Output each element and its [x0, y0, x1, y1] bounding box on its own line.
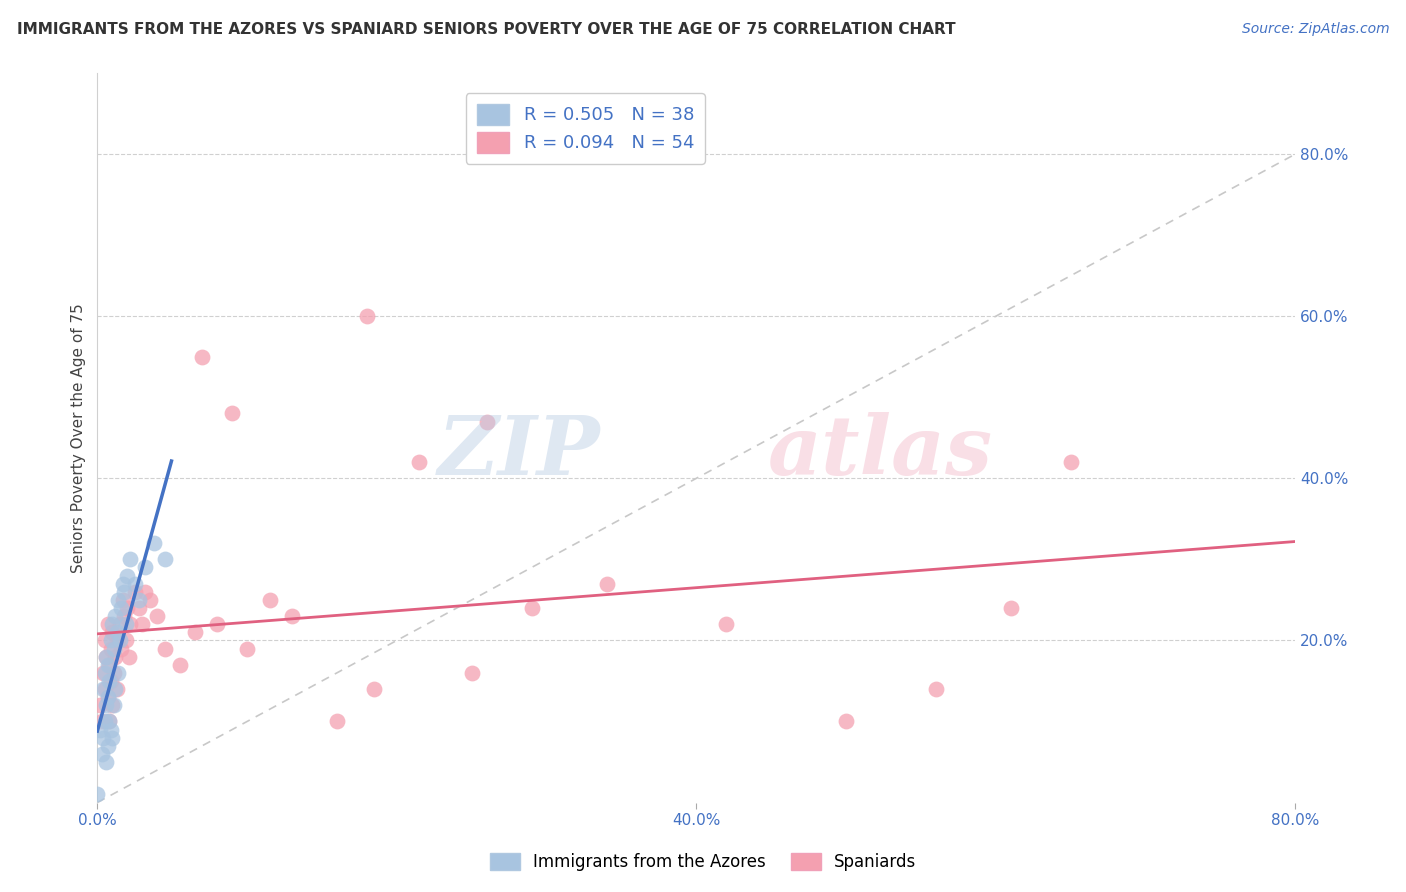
Point	[107, 593, 129, 607]
Point	[1000, 601, 1022, 615]
Point	[94, 681, 117, 696]
Point	[363, 681, 385, 696]
Point	[94, 633, 117, 648]
Point	[120, 552, 142, 566]
Point	[98, 714, 121, 729]
Point	[105, 681, 128, 696]
Point	[96, 698, 118, 713]
Point	[90, 714, 112, 729]
Text: ZIP: ZIP	[437, 412, 600, 492]
Point	[408, 455, 430, 469]
Point	[221, 406, 243, 420]
Point	[97, 739, 120, 753]
Point	[104, 681, 127, 696]
Point	[146, 609, 169, 624]
Point	[183, 625, 205, 640]
Point	[114, 617, 136, 632]
Point	[89, 698, 111, 713]
Point	[101, 698, 124, 713]
Point	[595, 576, 617, 591]
Point	[236, 641, 259, 656]
Point	[97, 657, 120, 672]
Point	[107, 665, 129, 680]
Point	[925, 681, 948, 696]
Point	[94, 714, 117, 729]
Point	[520, 601, 543, 615]
Point	[101, 617, 124, 632]
Point	[143, 536, 166, 550]
Point	[120, 617, 142, 632]
Point	[153, 641, 176, 656]
Point	[103, 641, 125, 656]
Point	[326, 714, 349, 729]
Point	[86, 788, 108, 802]
Point	[89, 723, 111, 737]
Point	[112, 584, 135, 599]
Point	[96, 649, 118, 664]
Point	[153, 552, 176, 566]
Point	[131, 617, 153, 632]
Point	[107, 633, 129, 648]
Point	[134, 584, 156, 599]
Point	[281, 609, 304, 624]
Point	[475, 415, 498, 429]
Point	[97, 617, 120, 632]
Text: IMMIGRANTS FROM THE AZORES VS SPANIARD SENIORS POVERTY OVER THE AGE OF 75 CORREL: IMMIGRANTS FROM THE AZORES VS SPANIARD S…	[17, 22, 956, 37]
Point	[93, 665, 115, 680]
Point	[716, 617, 738, 632]
Point	[103, 665, 125, 680]
Point	[169, 657, 191, 672]
Point	[98, 657, 121, 672]
Point	[108, 633, 131, 648]
Point	[100, 641, 122, 656]
Y-axis label: Seniors Poverty Over the Age of 75: Seniors Poverty Over the Age of 75	[72, 303, 86, 573]
Point	[835, 714, 858, 729]
Point	[96, 755, 118, 769]
Point	[93, 731, 115, 745]
Point	[259, 593, 281, 607]
Point	[128, 601, 150, 615]
Point	[90, 747, 112, 761]
Text: atlas: atlas	[768, 412, 994, 492]
Point	[124, 584, 146, 599]
Point	[117, 601, 139, 615]
Text: Source: ZipAtlas.com: Source: ZipAtlas.com	[1241, 22, 1389, 37]
Point	[110, 601, 132, 615]
Point	[105, 625, 128, 640]
Point	[108, 617, 131, 632]
Point	[103, 698, 125, 713]
Point	[111, 576, 134, 591]
Point	[461, 665, 484, 680]
Point	[114, 633, 136, 648]
Point	[101, 731, 124, 745]
Point	[110, 641, 132, 656]
Point	[118, 649, 141, 664]
Point	[100, 673, 122, 688]
Point	[117, 568, 139, 582]
Point	[94, 665, 117, 680]
Point	[97, 690, 120, 705]
Point	[111, 593, 134, 607]
Point	[97, 690, 120, 705]
Point	[101, 625, 124, 640]
Point	[124, 576, 146, 591]
Point	[128, 593, 150, 607]
Point	[100, 633, 122, 648]
Point	[98, 714, 121, 729]
Point	[1060, 455, 1083, 469]
Point	[191, 350, 214, 364]
Point	[104, 649, 127, 664]
Point	[356, 309, 378, 323]
Point	[98, 673, 121, 688]
Point	[100, 723, 122, 737]
Point	[96, 649, 118, 664]
Legend: Immigrants from the Azores, Spaniards: Immigrants from the Azores, Spaniards	[481, 845, 925, 880]
Point	[134, 560, 156, 574]
Legend: R = 0.505   N = 38, R = 0.094   N = 54: R = 0.505 N = 38, R = 0.094 N = 54	[465, 93, 704, 163]
Point	[139, 593, 162, 607]
Point	[104, 609, 127, 624]
Point	[93, 681, 115, 696]
Point	[112, 609, 135, 624]
Point	[205, 617, 228, 632]
